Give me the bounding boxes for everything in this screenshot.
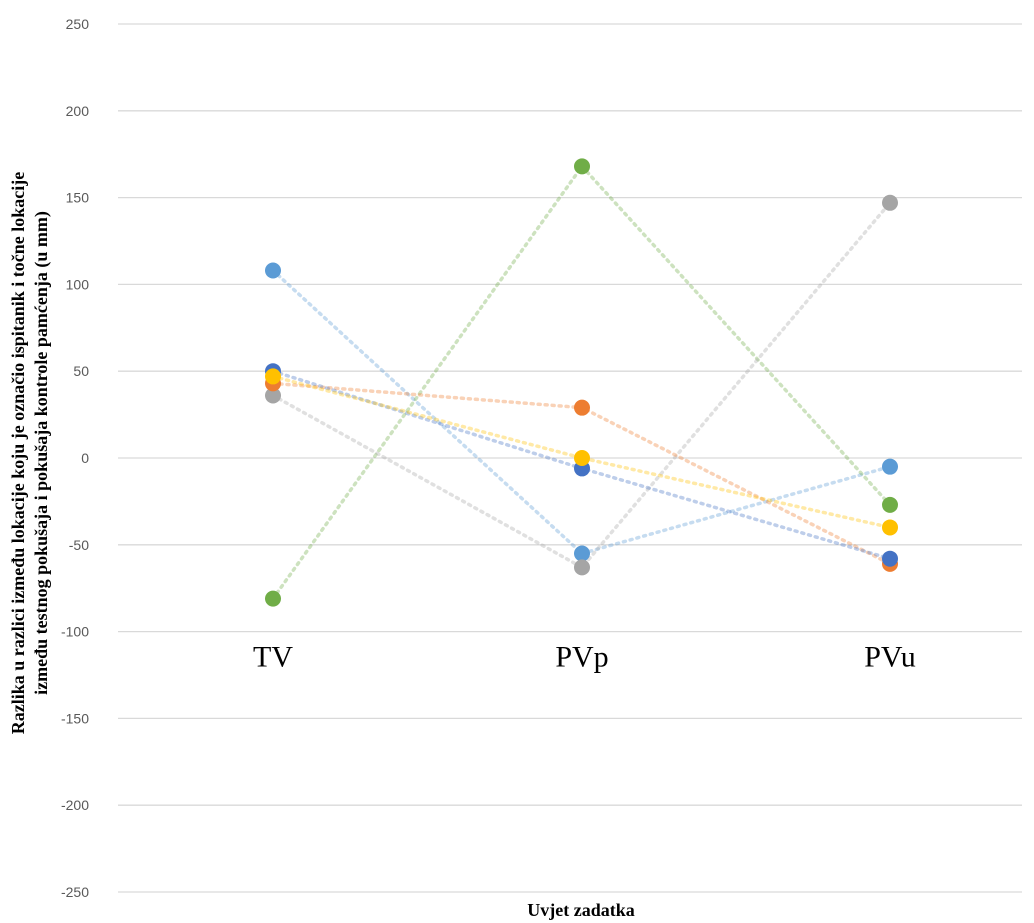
data-point [574, 158, 590, 175]
data-point [574, 399, 590, 416]
x-category-label: PVp [555, 641, 608, 674]
data-point [574, 559, 590, 576]
series-lines [271, 163, 892, 601]
y-tick-label: 250 [66, 16, 90, 32]
data-point [265, 368, 281, 385]
x-category-labels: TV PVp PVu [253, 641, 916, 674]
y-tick-label: -250 [61, 884, 89, 900]
x-category-label: TV [253, 641, 293, 674]
y-tick-label: -200 [61, 797, 89, 813]
x-axis-title: Uvjet zadatka [527, 900, 634, 920]
y-tick-label: -150 [61, 710, 89, 726]
data-points [265, 158, 898, 607]
y-tick-label: 100 [66, 276, 90, 292]
data-point [882, 194, 898, 211]
data-point [265, 387, 281, 404]
gridlines [118, 23, 1022, 893]
series-line [271, 201, 892, 570]
y-tick-label: -100 [61, 624, 89, 640]
y-tick-labels: 250 200 150 100 50 0 -50 -100 -150 -200 -250 [61, 16, 89, 900]
y-tick-label: 0 [81, 450, 89, 466]
series-line [271, 163, 892, 601]
series-line [271, 374, 892, 530]
y-tick-label: -50 [69, 537, 89, 553]
y-tick-label: 200 [66, 103, 90, 119]
data-point [265, 590, 281, 607]
data-point [882, 550, 898, 567]
data-point [574, 450, 590, 466]
y-tick-label: 50 [73, 363, 89, 379]
y-axis-title-line2: između testnog pokušaja i pokušaja kontr… [31, 211, 52, 695]
x-category-label: PVu [864, 641, 916, 674]
y-tick-label: 150 [66, 190, 90, 206]
data-point [882, 458, 898, 475]
data-point [574, 545, 590, 562]
data-point [882, 519, 898, 536]
data-point [882, 496, 898, 513]
y-axis-title-line1: Razlika u razlici između lokacije koju j… [8, 172, 28, 734]
data-point [265, 262, 281, 279]
